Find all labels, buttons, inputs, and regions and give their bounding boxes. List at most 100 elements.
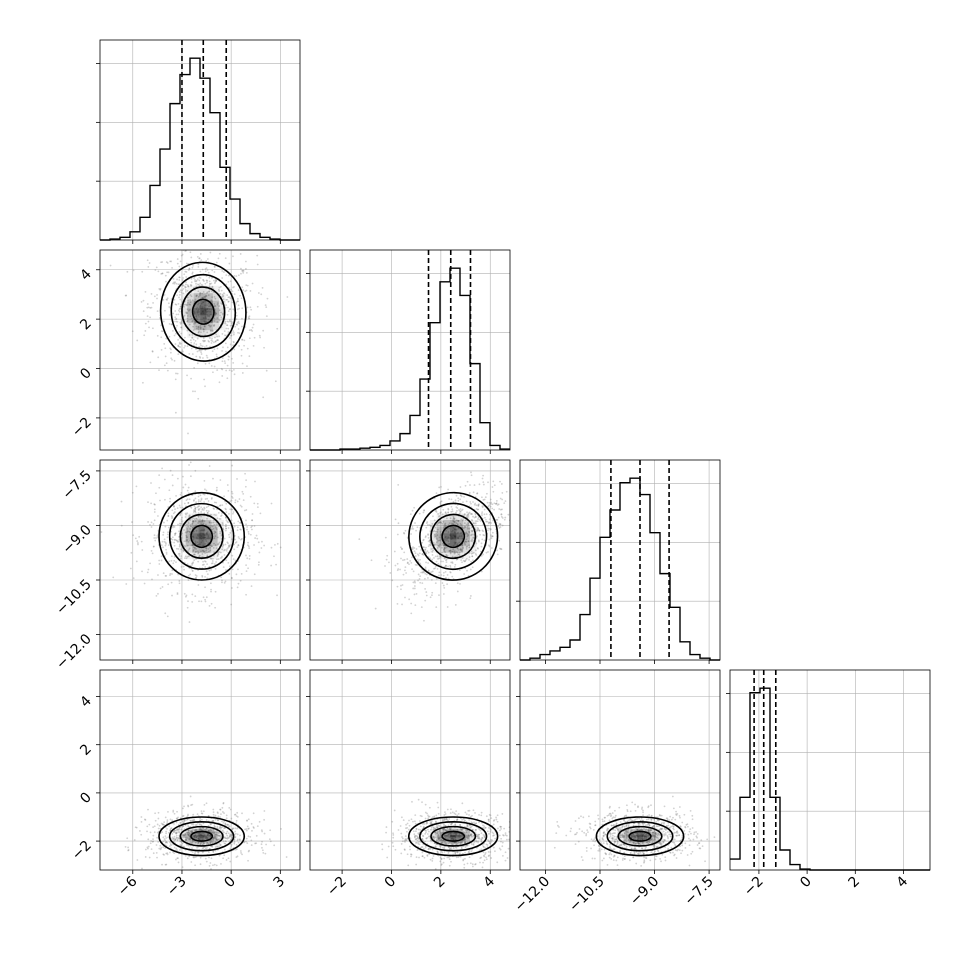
sample-point bbox=[417, 573, 420, 576]
sample-point bbox=[493, 834, 496, 837]
sample-point bbox=[427, 848, 430, 850]
sample-point bbox=[406, 837, 409, 840]
sample-point bbox=[232, 340, 235, 343]
sample-point bbox=[186, 232, 188, 234]
sample-point bbox=[131, 491, 134, 494]
sample-point bbox=[204, 552, 207, 555]
sample-point bbox=[234, 832, 237, 835]
sample-point bbox=[660, 828, 663, 831]
sample-point bbox=[205, 549, 208, 552]
sample-point bbox=[171, 358, 173, 361]
sample-point bbox=[202, 841, 205, 844]
sample-point bbox=[480, 832, 483, 835]
sample-point bbox=[165, 337, 168, 340]
sample-point bbox=[173, 334, 176, 337]
sample-point bbox=[443, 557, 446, 560]
sample-point bbox=[216, 819, 219, 822]
density-cell bbox=[211, 526, 218, 534]
sample-point bbox=[248, 337, 251, 340]
sample-point bbox=[191, 244, 193, 246]
sample-point bbox=[147, 808, 149, 811]
sample-point bbox=[241, 286, 244, 289]
sample-point bbox=[235, 275, 238, 277]
sample-point bbox=[436, 826, 439, 829]
sample-point bbox=[260, 293, 263, 296]
sample-point bbox=[435, 577, 438, 580]
sample-point bbox=[257, 563, 260, 566]
sample-point bbox=[184, 839, 187, 841]
sample-point bbox=[406, 558, 409, 560]
sample-point bbox=[482, 481, 485, 484]
sample-point bbox=[406, 826, 409, 829]
sample-point bbox=[469, 826, 472, 828]
sample-point bbox=[434, 828, 436, 830]
sample-point bbox=[438, 521, 441, 523]
sample-point bbox=[481, 529, 484, 532]
sample-point bbox=[166, 533, 169, 536]
sample-point bbox=[194, 279, 196, 281]
sample-point bbox=[245, 284, 248, 287]
sample-point bbox=[504, 851, 507, 854]
sample-point bbox=[212, 525, 215, 528]
sample-point bbox=[442, 828, 444, 831]
sample-point bbox=[228, 825, 231, 828]
sample-point bbox=[454, 841, 457, 844]
sample-point bbox=[462, 501, 464, 504]
sample-point bbox=[161, 272, 164, 275]
sample-point bbox=[194, 856, 197, 859]
contour-line bbox=[168, 821, 235, 852]
sample-point bbox=[173, 556, 176, 558]
sample-point bbox=[427, 562, 429, 564]
density-cell bbox=[463, 520, 470, 527]
sample-point bbox=[165, 841, 168, 844]
sample-point bbox=[189, 528, 192, 530]
sample-point bbox=[233, 293, 236, 296]
sample-point bbox=[159, 288, 162, 291]
sample-point bbox=[467, 512, 470, 515]
sample-point bbox=[465, 531, 468, 534]
sample-point bbox=[187, 301, 189, 304]
sample-point bbox=[216, 831, 218, 834]
sample-point bbox=[442, 593, 445, 595]
sample-point bbox=[213, 863, 216, 866]
sample-point bbox=[177, 313, 180, 316]
y-tick-label: 4 bbox=[77, 266, 95, 284]
density-cell bbox=[198, 834, 205, 838]
sample-point bbox=[439, 531, 442, 533]
sample-point bbox=[449, 551, 452, 554]
sample-point bbox=[445, 565, 447, 568]
density-cell bbox=[429, 533, 437, 540]
sample-point bbox=[440, 838, 443, 841]
sample-point bbox=[159, 587, 162, 590]
sample-point bbox=[166, 841, 169, 844]
density-cell bbox=[187, 300, 194, 309]
sample-point bbox=[189, 315, 192, 318]
sample-point bbox=[199, 819, 202, 822]
sample-point bbox=[182, 821, 185, 824]
sample-point bbox=[451, 555, 454, 558]
sample-point bbox=[210, 557, 213, 560]
sample-point bbox=[374, 607, 377, 610]
sample-point bbox=[175, 318, 177, 321]
sample-point bbox=[246, 365, 248, 368]
sample-point bbox=[381, 843, 384, 846]
sample-point bbox=[160, 324, 162, 327]
density-cell bbox=[443, 546, 450, 553]
sample-point bbox=[421, 837, 424, 840]
sample-point bbox=[226, 484, 229, 486]
sample-point bbox=[186, 296, 189, 299]
density-cell bbox=[449, 539, 457, 547]
sample-point bbox=[251, 829, 253, 832]
sample-point bbox=[183, 836, 185, 839]
sample-point bbox=[211, 330, 214, 332]
sample-point bbox=[189, 299, 191, 301]
sample-point bbox=[219, 808, 222, 811]
sample-point bbox=[219, 837, 222, 839]
sample-point bbox=[466, 835, 469, 838]
sample-point bbox=[426, 855, 429, 857]
sample-point bbox=[440, 863, 443, 866]
sample-point bbox=[478, 833, 480, 836]
density-cell bbox=[449, 552, 457, 560]
sample-point bbox=[221, 829, 224, 832]
sample-point bbox=[424, 566, 427, 569]
